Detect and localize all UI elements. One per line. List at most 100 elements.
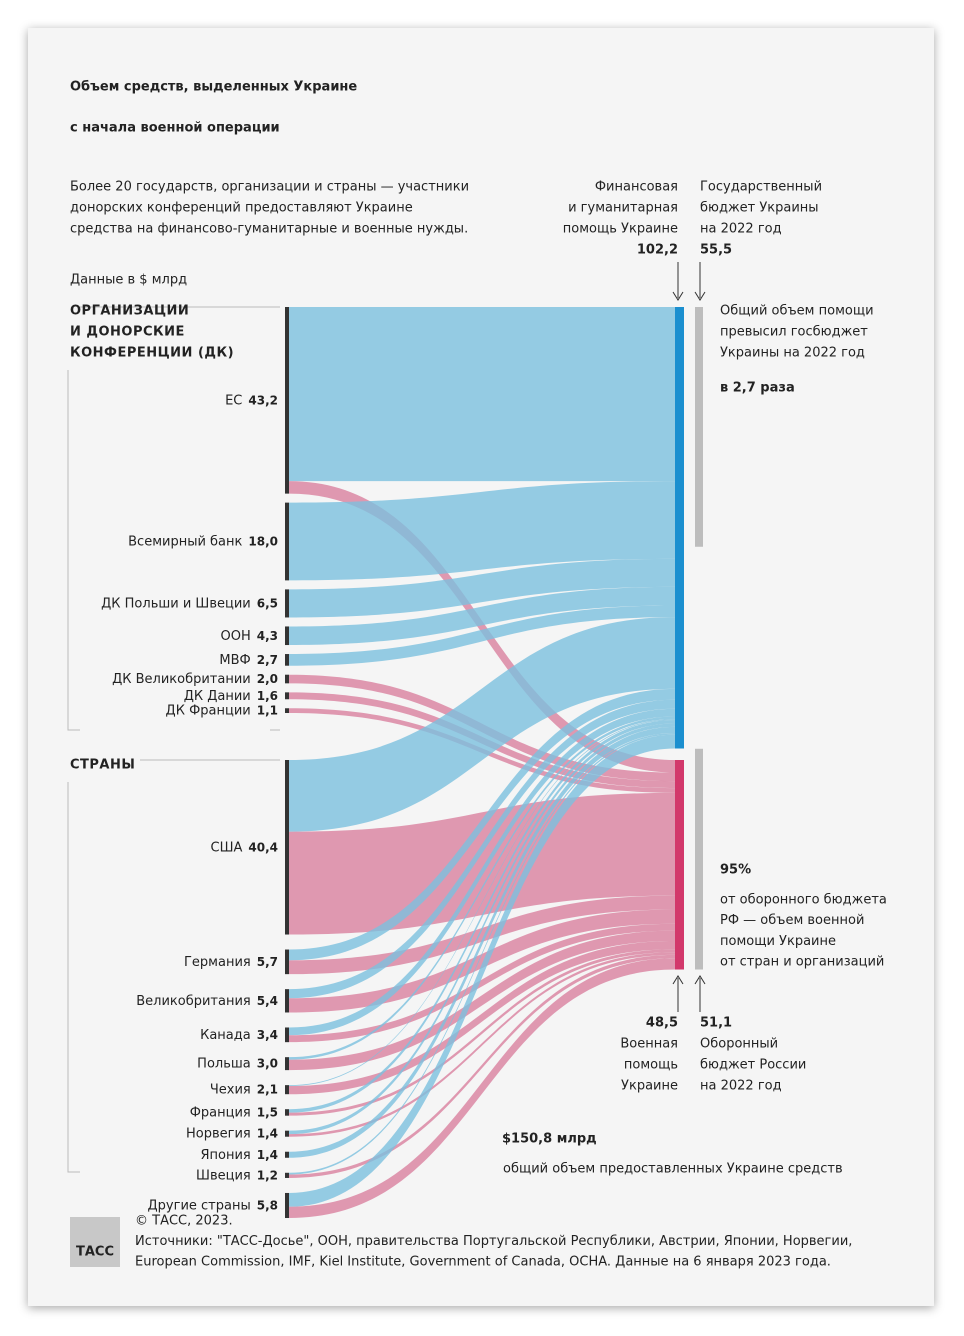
- source-label: ДК Франции 1,1: [166, 703, 278, 718]
- source-node: [285, 708, 289, 714]
- flow: [289, 732, 675, 1175]
- flow: [289, 307, 675, 482]
- source-node: [285, 654, 289, 666]
- budget-label: Государственный: [700, 180, 822, 195]
- annotation: превысил госбюджет: [720, 325, 868, 340]
- target-value: 102,2: [637, 243, 678, 258]
- flow: [289, 580, 675, 773]
- source-node: [285, 692, 289, 700]
- source-node: [285, 1130, 289, 1137]
- source-value: 1,6: [257, 688, 278, 702]
- source-label: Чехия 2,1: [210, 1082, 278, 1097]
- source-name: Франция: [190, 1105, 251, 1120]
- flow: [289, 954, 675, 1178]
- budget-bar: [695, 748, 703, 970]
- source-name: ЕС: [225, 393, 242, 408]
- source-name: МВФ: [219, 652, 250, 667]
- annotation-highlight: в 2,7 раза: [720, 381, 795, 396]
- source-node: [285, 1172, 289, 1178]
- target-label: помощь: [624, 1058, 678, 1073]
- source-name: Польша: [197, 1056, 251, 1071]
- annotation-highlight: 95%: [720, 863, 751, 878]
- flow: [289, 958, 675, 1219]
- footer-text: Источники: "ТАСС-Досье", ООН, правительс…: [135, 1234, 852, 1249]
- annotation-highlight: $150,8 млрд: [502, 1132, 597, 1147]
- source-name: ДК Дании: [184, 688, 251, 703]
- source-label: Норвегия 1,4: [186, 1126, 278, 1141]
- source-node: [285, 1151, 289, 1158]
- target-value: 48,5: [646, 1016, 678, 1031]
- source-node: [285, 589, 289, 618]
- annotation: помощи Украине: [720, 934, 836, 949]
- source-label: ООН 4,3: [220, 628, 278, 643]
- footer-text: European Commission, IMF, Kiel Institute…: [135, 1255, 831, 1270]
- flow: [289, 734, 675, 1207]
- group-bracket: [67, 306, 280, 731]
- source-name: США: [211, 840, 243, 855]
- source-label: Польша 3,0: [197, 1056, 278, 1071]
- footer-text: © ТАСС, 2023.: [135, 1214, 233, 1229]
- annotation: от стран и организаций: [720, 955, 884, 970]
- flow: [289, 949, 675, 1116]
- source-label: Япония 1,4: [200, 1147, 278, 1162]
- source-value: 18,0: [248, 534, 278, 548]
- source-value: 1,4: [257, 1147, 278, 1161]
- source-name: ДК Великобритании: [112, 672, 251, 687]
- target-label: Военная: [620, 1037, 678, 1052]
- source-label: ДК Польши и Швеции 6,5: [101, 596, 278, 611]
- annotation: общий объем предоставленных Украине сред…: [503, 1162, 843, 1177]
- flows: [289, 307, 675, 1219]
- flow: [289, 952, 675, 1137]
- source-value: 1,1: [257, 703, 278, 717]
- flow: [289, 930, 675, 1071]
- flow: [289, 708, 675, 1036]
- source-name: Германия: [184, 954, 251, 969]
- source-value: 2,0: [257, 672, 278, 686]
- flow: [289, 688, 675, 961]
- flow: [289, 719, 675, 1086]
- source-label: ЕС 43,2: [225, 393, 278, 408]
- title: с начала военной операции: [70, 121, 280, 136]
- source-label: Франция 1,5: [190, 1105, 278, 1120]
- flow: [289, 605, 675, 666]
- group-label: СТРАНЫ: [70, 758, 135, 773]
- target-label: и гуманитарная: [568, 201, 678, 216]
- budget-label: на 2022 год: [700, 222, 782, 237]
- target-label: помощь Украине: [563, 222, 678, 237]
- source-label: Германия 5,7: [184, 954, 278, 969]
- source-name: ДК Польши и Швеции: [101, 596, 251, 611]
- source-value: 6,5: [257, 596, 278, 610]
- target-label: Украине: [621, 1079, 678, 1094]
- source-name: ДК Франции: [166, 703, 251, 718]
- source-value: 1,5: [257, 1105, 278, 1119]
- source-name: Швеция: [196, 1168, 251, 1183]
- source-label: Другие страны 5,8: [148, 1198, 278, 1213]
- source-name: Япония: [200, 1147, 250, 1162]
- source-value: 40,4: [248, 840, 278, 854]
- flow: [289, 726, 675, 1158]
- annotation: Общий объем помощи: [720, 304, 874, 319]
- group-label: ОРГАНИЗАЦИИ: [70, 304, 189, 319]
- source-value: 1,4: [257, 1126, 278, 1140]
- source-node: [285, 1057, 289, 1071]
- flow: [289, 586, 675, 646]
- logo-text: ТАСС: [76, 1245, 114, 1260]
- source-value: 2,7: [257, 652, 278, 666]
- source-name: Канада: [200, 1027, 251, 1042]
- annotation: от оборонного бюджета: [720, 893, 887, 908]
- source-label: Великобритания 5,4: [136, 993, 278, 1008]
- flow: [289, 699, 675, 999]
- source-node: [285, 307, 289, 494]
- source-label: Всемирный банк 18,0: [128, 534, 278, 549]
- source-value: 5,8: [257, 1198, 278, 1212]
- source-node: [285, 502, 289, 581]
- source-label: МВФ 2,7: [219, 652, 278, 667]
- source-node: [285, 626, 289, 646]
- arrow: [672, 262, 706, 301]
- source-name: Всемирный банк: [128, 534, 242, 549]
- arrow: [672, 975, 706, 1012]
- subtitle: донорских конференций предоставляют Укра…: [70, 201, 413, 216]
- source-value: 5,4: [257, 993, 278, 1007]
- source-value: 5,7: [257, 954, 278, 968]
- flow: [289, 723, 675, 1135]
